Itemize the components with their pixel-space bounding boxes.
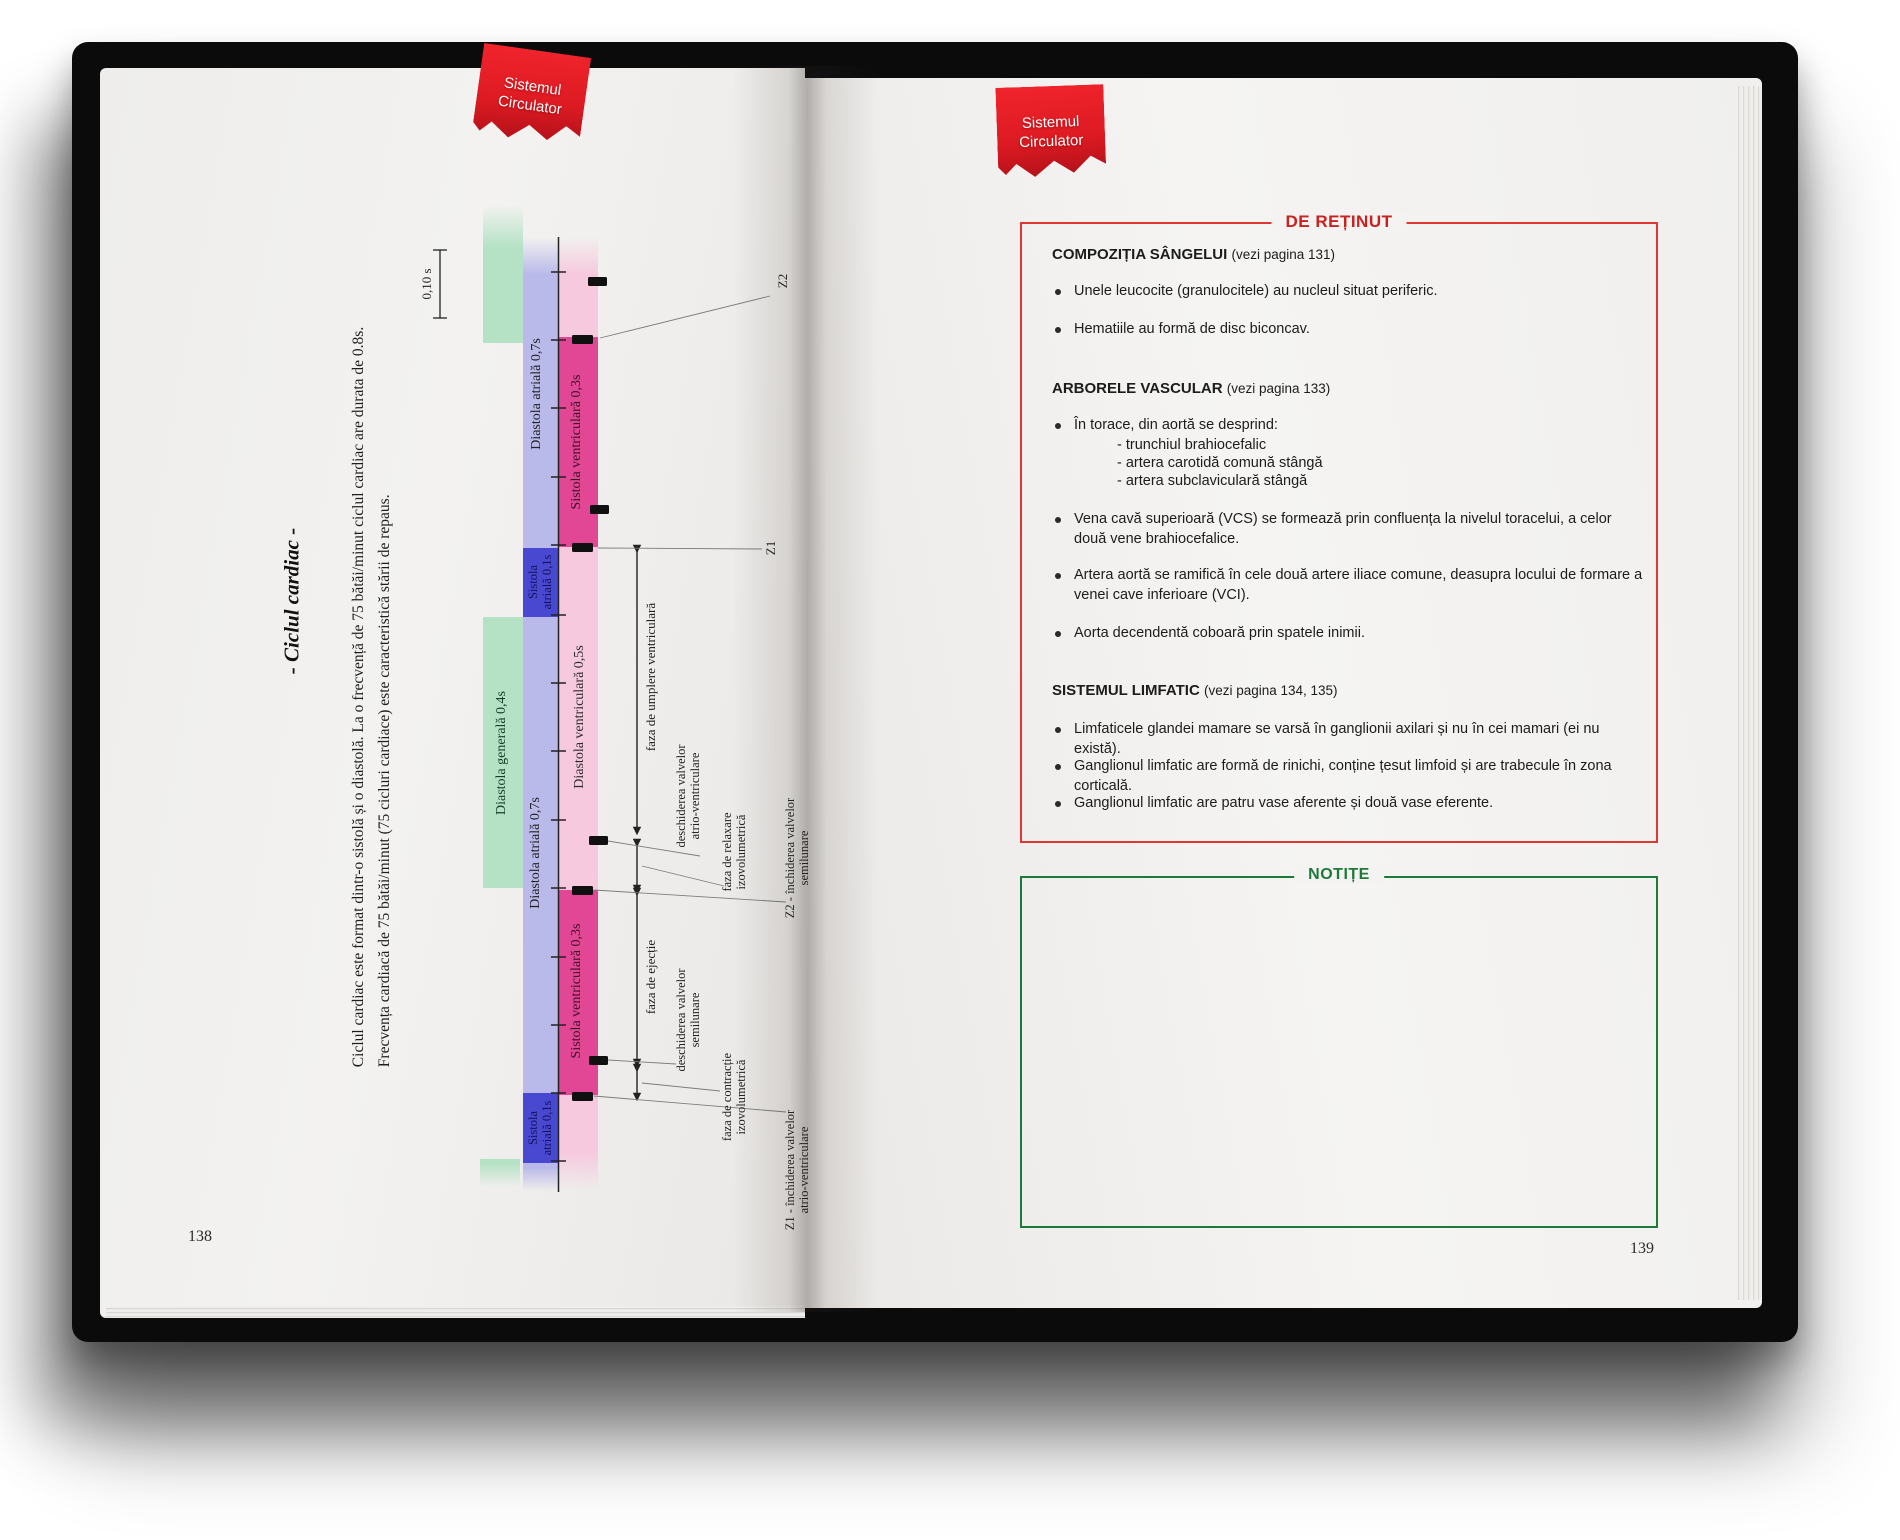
ventricular-systole-label-1: Sistola ventriculară 0,3s: [569, 374, 584, 510]
sl-open-label: deschiderea valvelor semilunare: [674, 968, 702, 1072]
atrial-systole-label-2: Sistola atrială 0,1s: [526, 1100, 554, 1156]
intro-paragraph-line1: Ciclul cardiac este format dintr-o sisto…: [350, 326, 367, 1068]
bullet-dot: [1055, 764, 1061, 770]
bullet-item: Aorta decendentă coboară prin spatele in…: [1052, 624, 1644, 644]
general-diastole-block-prev: [483, 205, 523, 343]
right-page: [805, 78, 1762, 1308]
z1-closure-label: Z1 - închiderea valvelor atrio-ventricul…: [783, 1109, 811, 1231]
ventricular-diastole-label: Diastola ventriculară 0,5s: [572, 645, 587, 789]
bullet-dot: [1055, 289, 1061, 295]
scale-label: 0,10 s: [419, 268, 434, 300]
bullet-dot: [1055, 517, 1061, 523]
bullet-dot: [1055, 423, 1061, 429]
retinut-box-title: DE REȚINUT: [1271, 212, 1407, 232]
bullet-item: Vena cavă superioară (VCS) se formează p…: [1052, 510, 1644, 549]
page-number-left: 138: [188, 1228, 212, 1245]
atrial-diastole-label-2: Diastola atrială 0,7s: [528, 797, 543, 909]
z2-short-label: Z2: [775, 273, 790, 289]
bullet-item: Artera aortă se ramifică în cele două ar…: [1052, 566, 1644, 605]
ventricular-diastole-block-3: [558, 1095, 598, 1190]
bullet-dot: [1055, 573, 1061, 579]
phase-umplere-label: faza de umplere ventriculară: [643, 602, 658, 752]
ventricular-systole-label-2: Sistola ventriculară 0,3s: [569, 923, 584, 1059]
chapter-title: - Ciclul cardiac -: [279, 527, 304, 675]
page-number-right: 139: [1630, 1240, 1654, 1257]
general-diastole-block-next: [480, 1159, 520, 1187]
atrial-diastole-block-3: [523, 1163, 558, 1191]
sub-item: - trunchiul brahiocefalic: [1117, 437, 1267, 453]
left-page: [100, 68, 805, 1318]
relax-phase-label: faza de relaxare izovolumetrică: [720, 812, 748, 892]
bullet-item: Ganglionul limfatic are patru vase afere…: [1052, 794, 1644, 814]
contract-phase-label: faza de contracție izovolumetrică: [720, 1052, 748, 1142]
ribbon-text-line2: Circulator: [1018, 131, 1084, 152]
bullet-dot: [1055, 727, 1061, 733]
z2-closure-label: Z2 - închiderea valvelor semilunare: [783, 797, 811, 919]
section-heading-compozitia: COMPOZIȚIA SÂNGELUI (vezi pagina 131): [1052, 246, 1336, 263]
sub-item: - artera subclaviculară stângă: [1117, 473, 1308, 489]
z1-short-label: Z1: [763, 540, 778, 556]
bullet-item: Hematiile au formă de disc biconcav.: [1052, 320, 1644, 340]
bullet-item: Ganglionul limfatic are formă de rinichi…: [1052, 757, 1644, 796]
bullet-dot: [1055, 327, 1061, 333]
general-diastole-block: [483, 617, 523, 888]
atrial-systole-label-1: Sistola atrială 0,1s: [526, 554, 554, 610]
av-open-label: deschiderea valvelor atrio-ventriculare: [674, 744, 702, 848]
intro-paragraph-line2: Frecvența cardiacă de 75 bătăi/minut (75…: [376, 494, 393, 1068]
bullet-item: Unele leucocite (granulocitele) au nucle…: [1052, 282, 1644, 302]
bullet-item: În torace, din aortă se desprind:: [1052, 416, 1644, 436]
general-diastole-label: Diastola generală 0,4s: [494, 690, 509, 816]
intro-paragraph: Ciclul cardiac este format dintr-o sisto…: [346, 327, 398, 1067]
bullet-item: Limfaticele glandei mamare se varsă în g…: [1052, 720, 1644, 759]
notite-box: NOTIȚE: [1020, 866, 1658, 1228]
bullet-dot: [1055, 801, 1061, 807]
phase-ejectie-label: faza de ejecție: [643, 939, 658, 1015]
section-heading-arborele: ARBORELE VASCULAR (vezi pagina 133): [1052, 380, 1331, 397]
section-heading-limfatic: SISTEMUL LIMFATIC (vezi pagina 134, 135): [1052, 682, 1338, 699]
ventricular-diastole-block-1: [558, 237, 598, 337]
sub-item: - artera carotidă comună stângă: [1117, 455, 1323, 471]
bullet-dot: [1055, 631, 1061, 637]
notite-box-title: NOTIȚE: [1294, 866, 1384, 884]
retinut-box: DE REȚINUT COMPOZIȚIA SÂNGELUI (vezi pag…: [1020, 212, 1658, 843]
atrial-diastole-label-1: Diastola atrială 0,7s: [529, 338, 544, 450]
